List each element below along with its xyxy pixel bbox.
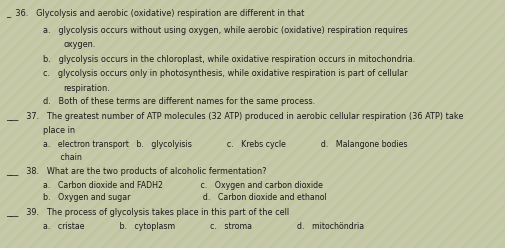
Text: b.   Oxygen and sugar                             d.   Carbon dioxide and ethano: b. Oxygen and sugar d. Carbon dioxide an… [43, 193, 327, 202]
Text: a.   Carbon dioxide and FADH2               c.   Oxygen and carbon dioxide: a. Carbon dioxide and FADH2 c. Oxygen an… [43, 181, 323, 189]
Text: _  36.   Glycolysis and aerobic (oxidative) respiration are different in that: _ 36. Glycolysis and aerobic (oxidative)… [6, 9, 305, 18]
Text: respiration.: respiration. [63, 84, 110, 93]
Text: c.   glycolysis occurs only in photosynthesis, while oxidative respiration is pa: c. glycolysis occurs only in photosynthe… [43, 69, 408, 78]
Text: a.   electron transport   b.   glycolyisis              c.   Krebs cycle        : a. electron transport b. glycolyisis c. … [43, 140, 408, 149]
Text: a.   cristae              b.   cytoplasm              c.   stroma               : a. cristae b. cytoplasm c. stroma [43, 222, 364, 231]
Text: d.   Both of these terms are different names for the same process.: d. Both of these terms are different nam… [43, 97, 315, 106]
Text: place in: place in [43, 126, 75, 135]
Text: b.   glycolysis occurs in the chloroplast, while oxidative respiration occurs in: b. glycolysis occurs in the chloroplast,… [43, 55, 415, 64]
Text: a.   glycolysis occurs without using oxygen, while aerobic (oxidative) respirati: a. glycolysis occurs without using oxyge… [43, 26, 408, 35]
Text: ___   37.   The greatest number of ATP molecules (32 ATP) produced in aerobic ce: ___ 37. The greatest number of ATP molec… [6, 112, 464, 121]
Text: chain: chain [43, 153, 82, 162]
Text: ___   38.   What are the two products of alcoholic fermentation?: ___ 38. What are the two products of alc… [6, 167, 267, 176]
Text: ___   39.   The process of glycolysis takes place in this part of the cell: ___ 39. The process of glycolysis takes … [6, 208, 289, 217]
Text: oxygen.: oxygen. [63, 40, 95, 49]
